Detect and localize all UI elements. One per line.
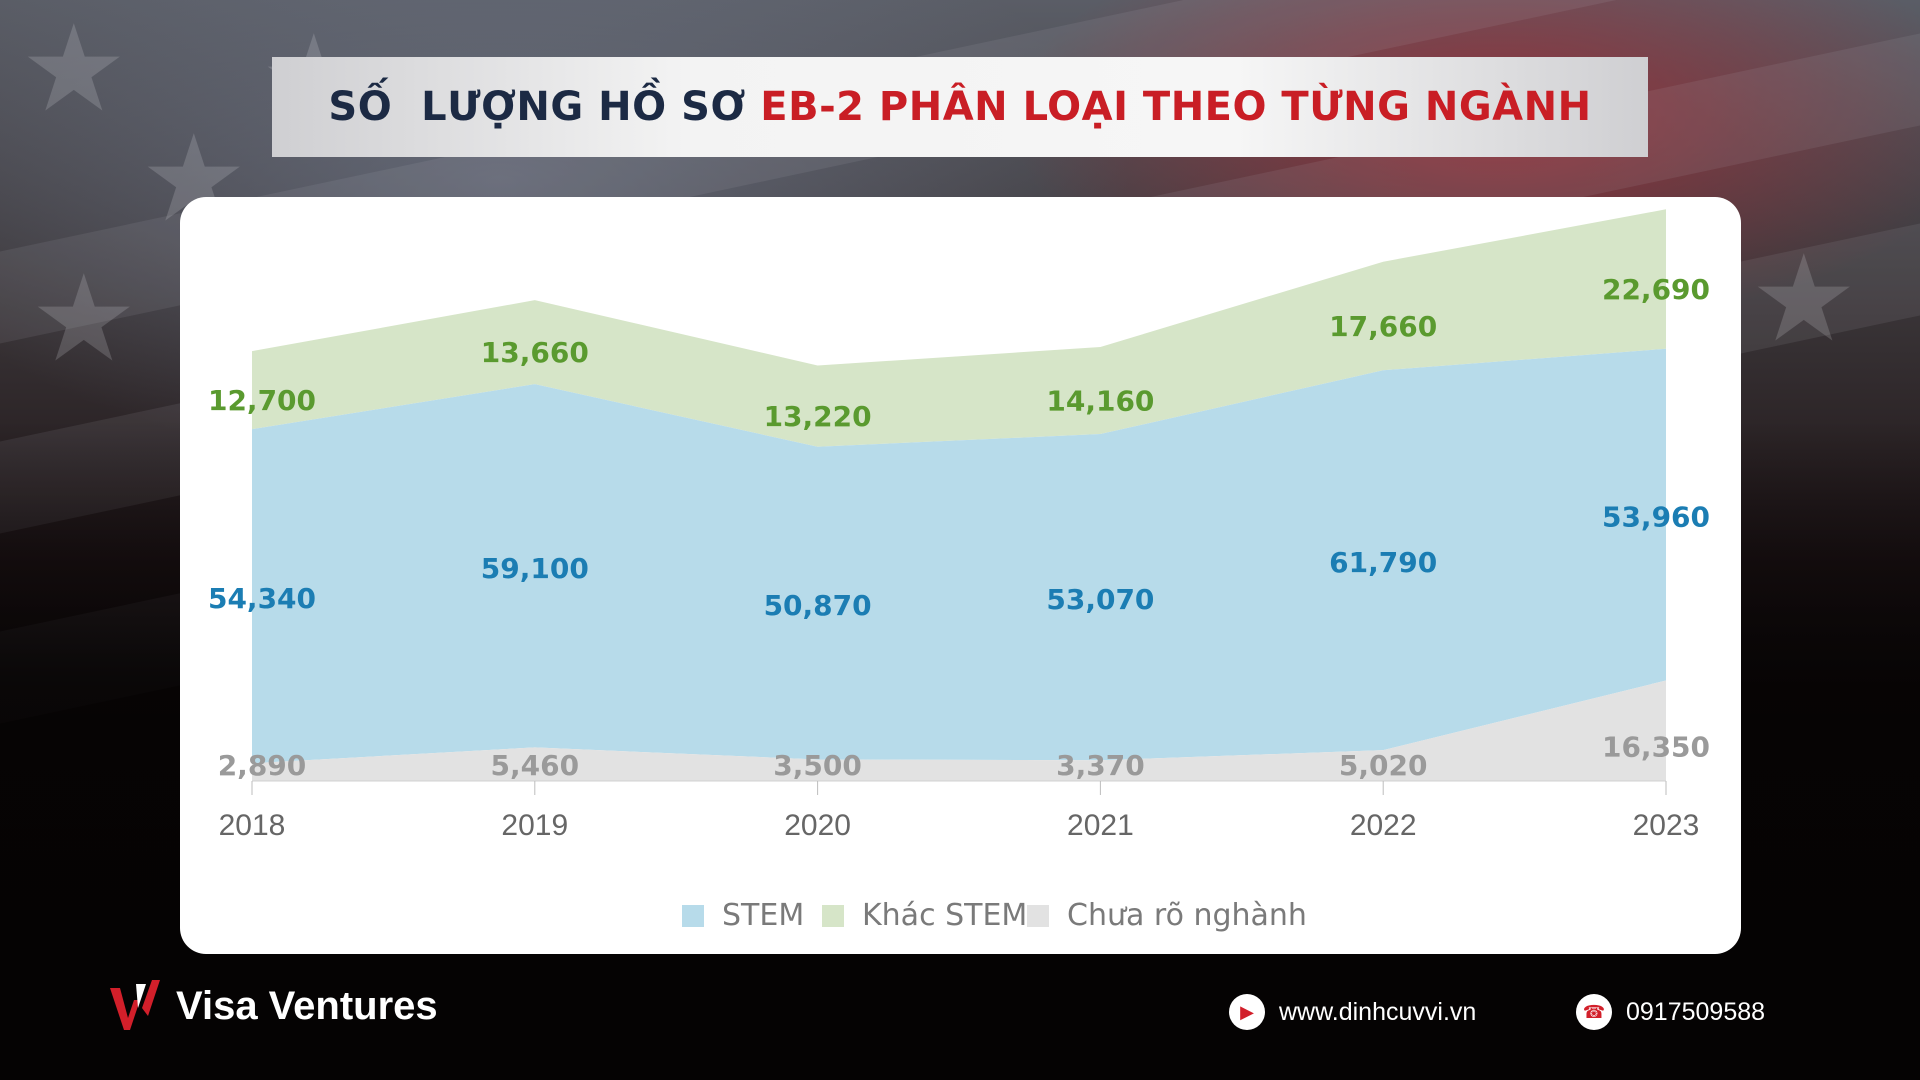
data-label-non-stem-2018: 12,700 <box>208 384 316 417</box>
data-label-non-stem-2020: 13,220 <box>764 400 872 433</box>
data-label-stem-2023: 53,960 <box>1602 501 1710 534</box>
legend-swatch-non-stem <box>822 905 844 927</box>
x-tick-label-2019: 2019 <box>501 809 568 842</box>
data-label-unclassified-2019: 5,460 <box>491 749 580 782</box>
data-label-unclassified-2023: 16,350 <box>1602 731 1710 764</box>
brand-logo: Visa Ventures <box>106 978 438 1034</box>
chart-title: SỐ LƯỢNG HỒ SƠ EB-2 PHÂN LOẠI THEO TỪNG … <box>272 57 1648 157</box>
website-contact[interactable]: ▶ www.dinhcuvvi.vn <box>1229 994 1476 1030</box>
x-tick-label-2020: 2020 <box>784 809 851 842</box>
data-label-unclassified-2021: 3,370 <box>1056 749 1145 782</box>
chart-card: 2018 2019 2020 2021 2022 2023 2,890 54,340 12,70… <box>180 197 1741 954</box>
x-tick-label-2021: 2021 <box>1067 809 1134 842</box>
phone-contact[interactable]: ☎ 0917509588 <box>1576 994 1765 1030</box>
x-tick-label-2023: 2023 <box>1633 809 1700 842</box>
data-label-unclassified-2022: 5,020 <box>1339 749 1428 782</box>
legend-label-unclassified: Chưa rõ nghành <box>1067 898 1307 933</box>
phone-number[interactable]: 0917509588 <box>1626 997 1766 1026</box>
data-label-stem-2021: 53,070 <box>1046 583 1154 616</box>
title-part-red: EB-2 PHÂN LOẠI THEO TỪNG NGÀNH <box>760 84 1592 130</box>
data-label-non-stem-2019: 13,660 <box>481 336 589 369</box>
data-label-unclassified-2018: 2,890 <box>218 749 307 782</box>
phone-icon: ☎ <box>1576 994 1612 1030</box>
title-part-dark: SỐ LƯỢNG HỒ SƠ <box>328 84 761 130</box>
legend-swatch-unclassified <box>1027 905 1049 927</box>
data-label-stem-2020: 50,870 <box>764 589 872 622</box>
play-icon: ▶ <box>1229 994 1265 1030</box>
data-label-stem-2019: 59,100 <box>481 552 589 585</box>
brand-name: Visa Ventures <box>176 983 438 1028</box>
data-label-non-stem-2021: 14,160 <box>1046 385 1154 418</box>
data-label-stem-2018: 54,340 <box>208 582 316 615</box>
visa-ventures-logo-icon <box>110 980 160 1030</box>
x-tick-label-2022: 2022 <box>1350 809 1417 842</box>
area-stem <box>252 348 1666 764</box>
data-label-non-stem-2023: 22,690 <box>1602 273 1710 306</box>
data-label-non-stem-2022: 17,660 <box>1329 310 1437 343</box>
data-label-unclassified-2020: 3,500 <box>773 749 862 782</box>
x-tick-label-2018: 2018 <box>219 809 286 842</box>
legend-label-non-stem: Khác STEM <box>862 898 1027 933</box>
website-link[interactable]: www.dinhcuvvi.vn <box>1279 997 1477 1026</box>
legend-label-stem: STEM <box>722 898 804 933</box>
area-non-stem <box>252 209 1666 447</box>
area-unclassified <box>252 680 1666 781</box>
stacked-area-chart: 2018 2019 2020 2021 2022 2023 2,890 54,340 12,70… <box>208 209 1710 933</box>
legend-swatch-stem <box>682 905 704 927</box>
data-label-stem-2022: 61,790 <box>1329 546 1437 579</box>
